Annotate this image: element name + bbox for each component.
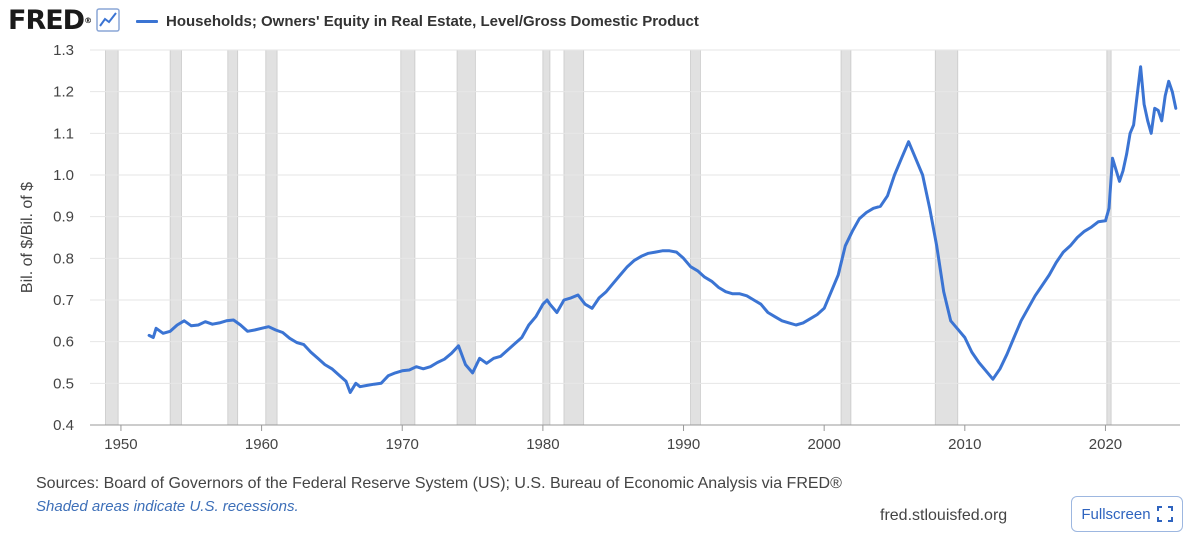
x-tick-label: 2020	[1089, 436, 1122, 453]
y-tick-label: 0.5	[53, 375, 74, 392]
expand-icon	[1156, 506, 1173, 522]
recession-band	[542, 49, 551, 426]
recession-band	[563, 49, 585, 426]
chart-header: FRED® Households; Owners' Equity in Real…	[0, 0, 1200, 42]
recession-band	[456, 49, 476, 426]
y-tick-label: 0.9	[53, 209, 74, 226]
y-axis-label: Bil. of $/Bil. of $	[19, 182, 36, 293]
recession-band	[1106, 49, 1112, 426]
recession-band	[265, 49, 278, 426]
x-tick-label: 2000	[807, 436, 840, 453]
y-axis: 0.4 0.5 0.6 0.7 0.8 0.9 1.0 1.1 1.2 1.3	[53, 42, 74, 434]
chart-legend[interactable]: Households; Owners' Equity in Real Estat…	[136, 8, 699, 34]
fullscreen-label: Fullscreen	[1081, 505, 1151, 523]
line-graph-icon[interactable]	[96, 8, 120, 32]
recession-band	[690, 49, 701, 426]
x-tick-label: 1980	[526, 436, 559, 453]
y-tick-label: 1.0	[53, 167, 74, 184]
gridlines-layer	[90, 49, 1180, 426]
series-layer	[147, 65, 1178, 394]
recession-band	[105, 49, 119, 426]
site-url[interactable]: fred.stlouisfed.org	[880, 507, 1008, 524]
registered-mark: ®	[84, 16, 93, 25]
fred-logo[interactable]: FRED®	[8, 6, 92, 36]
y-tick-label: 0.4	[53, 417, 74, 434]
x-tick-label: 1950	[104, 436, 137, 453]
y-tick-label: 0.8	[53, 250, 74, 267]
fullscreen-button[interactable]: Fullscreen	[1071, 496, 1183, 532]
x-axis: 1950 1960 1970 1980 1990 2000 2010 2020	[90, 424, 1180, 453]
legend-swatch	[136, 19, 158, 23]
sources-text: Sources: Board of Governors of the Feder…	[36, 475, 842, 492]
fred-logo-text: FRED	[8, 5, 85, 36]
x-tick-label: 1970	[386, 436, 419, 453]
recession-band	[169, 49, 182, 426]
y-tick-label: 1.1	[53, 125, 74, 142]
x-tick-label: 2010	[948, 436, 981, 453]
y-tick-label: 1.2	[53, 84, 74, 101]
recession-shading-layer	[105, 49, 1112, 426]
y-tick-label: 0.7	[53, 292, 74, 309]
recession-note: Shaded areas indicate U.S. recessions.	[36, 498, 299, 515]
line-chart[interactable]: 0.40.50.60.70.80.91.01.11.21.3 1950 1960 1…	[0, 36, 1200, 466]
series-line	[147, 65, 1178, 394]
y-tick-label: 1.3	[53, 42, 74, 59]
recession-band	[227, 49, 239, 426]
x-tick-label: 1990	[667, 436, 700, 453]
recession-band	[934, 49, 959, 426]
y-tick-label: 0.6	[53, 334, 74, 351]
x-tick-label: 1960	[245, 436, 278, 453]
legend-series-title: Households; Owners' Equity in Real Estat…	[166, 12, 699, 30]
